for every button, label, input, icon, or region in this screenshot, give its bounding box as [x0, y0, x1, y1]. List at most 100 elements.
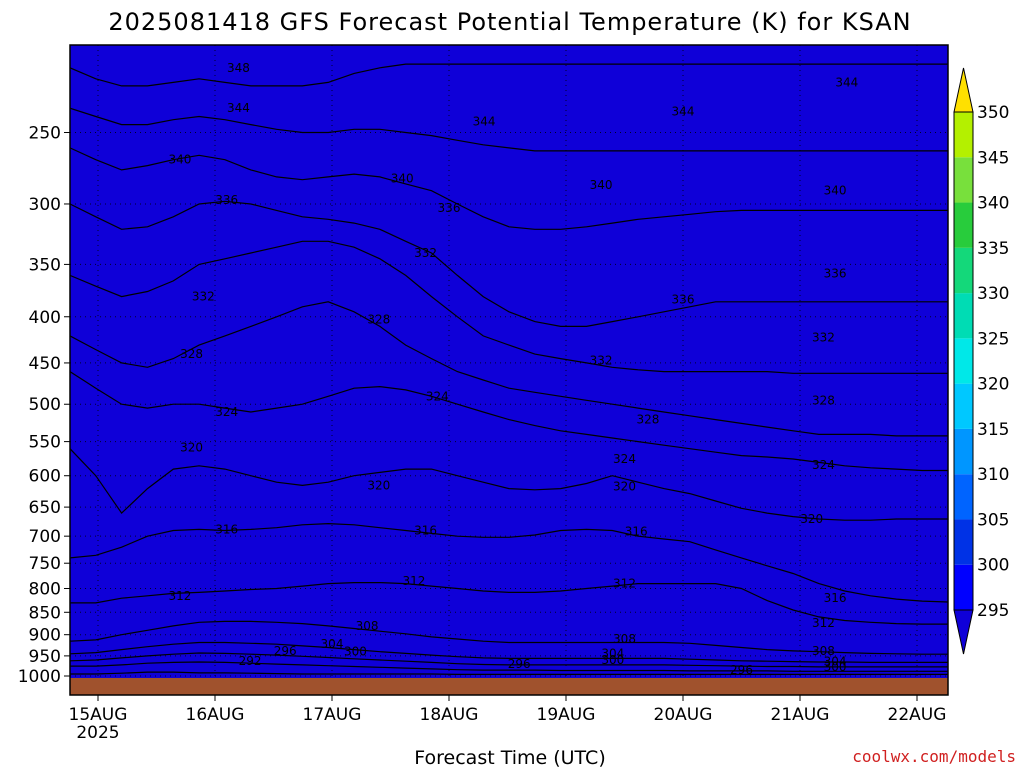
contour-label-312: 312 [812, 616, 835, 630]
contour-label-304: 304 [601, 646, 624, 660]
x-axis: 15AUG 16AUG 17AUG 18AUG 19AUG 20AUG 21AUG 22AUG [69, 695, 947, 725]
contour-label-304: 304 [824, 655, 847, 669]
contour-label-296: 296 [730, 663, 753, 677]
x-tick-label-15AUG: 15AUG [69, 705, 128, 725]
plot-frame [69, 44, 949, 696]
contour-label-336: 336 [438, 201, 461, 215]
plot-area: 348 344 344 344 344 340 340 340 340 336 336 336 336 3… [70, 45, 948, 695]
x-axis-label: Forecast Time (UTC) [414, 747, 605, 768]
credit-text: coolwx.com/models [852, 747, 1016, 766]
contour-312 [70, 582, 948, 625]
colorbar-bottom-arrow [953, 609, 974, 655]
colorbar-label-335: 335 [977, 239, 1009, 259]
colorbar-label-330: 330 [977, 284, 1009, 304]
contour-label-316: 316 [625, 525, 648, 539]
contour-label-312: 312 [613, 577, 636, 591]
x-tick-label-16AUG: 16AUG [186, 705, 245, 725]
x-tick-label-17AUG: 17AUG [303, 705, 362, 725]
band-above-292 [70, 45, 948, 675]
colorbar-label-350: 350 [977, 103, 1009, 123]
contour-label-300: 300 [344, 645, 367, 659]
grid-lines [70, 45, 948, 695]
contour-label-340: 340 [590, 178, 613, 192]
y-tick-label-350: 350 [29, 255, 61, 275]
contour-308 [70, 620, 948, 655]
x-tick-label-21AUG: 21AUG [771, 705, 830, 725]
contour-304 [70, 641, 948, 663]
contour-label-332: 332 [590, 353, 613, 367]
contour-332 [70, 240, 948, 374]
x-year-label: 2025 [76, 723, 119, 743]
x-tick-label-19AUG: 19AUG [537, 705, 596, 725]
colorbar-segment-300 [954, 519, 973, 565]
contour-label-308: 308 [812, 644, 835, 658]
contour-label-324: 324 [812, 458, 835, 472]
contour-label-316: 316 [824, 591, 847, 605]
contour-296 [70, 661, 948, 672]
y-tick-label-950: 950 [29, 647, 61, 667]
contour-label-340: 340 [168, 153, 191, 167]
contour-label-320: 320 [180, 440, 203, 454]
contour-348 [70, 63, 948, 87]
x-tick-label-20AUG: 20AUG [654, 705, 713, 725]
contour-324 [70, 371, 948, 472]
colorbar-label-310: 310 [977, 465, 1009, 485]
contour-label-336: 336 [824, 266, 847, 280]
y-tick-label-600: 600 [29, 467, 61, 487]
contour-label-308: 308 [613, 632, 636, 646]
y-tick-label-550: 550 [29, 433, 61, 453]
colorbar-label-315: 315 [977, 420, 1009, 440]
contour-label-348: 348 [227, 61, 250, 75]
contour-label-328: 328 [180, 347, 203, 361]
contour-340 [70, 147, 948, 230]
contour-344 [70, 107, 948, 152]
contour-300 [70, 652, 948, 668]
contour-lines [70, 63, 948, 675]
colorbar-label-320: 320 [977, 375, 1009, 395]
x-tick-label-22AUG: 22AUG [888, 705, 947, 725]
colorbar-segment-340 [954, 157, 973, 203]
contour-label-340: 340 [391, 171, 414, 185]
contour-label-344: 344 [473, 114, 496, 128]
y-tick-label-400: 400 [29, 308, 61, 328]
contour-label-324: 324 [426, 389, 449, 403]
contour-336 [70, 200, 948, 327]
y-tick-label-500: 500 [29, 395, 61, 415]
contour-label-344: 344 [227, 101, 250, 115]
contour-label-320: 320 [800, 512, 823, 526]
contour-label-304: 304 [321, 637, 344, 651]
colorbar-segment-295 [954, 564, 973, 610]
y-tick-label-1000: 1000 [18, 667, 61, 687]
contour-label-292: 292 [239, 654, 262, 668]
contour-292 [70, 671, 948, 675]
contour-label-300: 300 [601, 653, 624, 667]
contour-labels: 348 344 344 344 344 340 340 340 340 336 336 336 336 3… [168, 61, 858, 677]
contour-label-344: 344 [835, 75, 858, 89]
x-tick-label-18AUG: 18AUG [420, 705, 479, 725]
contour-label-336: 336 [215, 193, 238, 207]
contour-label-320: 320 [367, 478, 390, 492]
contour-label-308: 308 [356, 619, 379, 633]
colorbar-top-arrow [953, 67, 974, 113]
y-tick-label-700: 700 [29, 527, 61, 547]
color-bands [70, 45, 948, 695]
contour-label-328: 328 [812, 393, 835, 407]
contour-316 [70, 522, 948, 603]
y-tick-label-750: 750 [29, 554, 61, 574]
contour-label-332: 332 [192, 290, 215, 304]
colorbar-segment-310 [954, 428, 973, 475]
y-tick-label-450: 450 [29, 354, 61, 374]
colorbar-label-340: 340 [977, 194, 1009, 214]
contour-label-340: 340 [824, 184, 847, 198]
colorbar-frame [953, 111, 974, 611]
colorbar: 295 300 305 310 315 320 325 330 335 340 345 350 [953, 67, 1009, 655]
contour-label-328: 328 [636, 413, 659, 427]
colorbar-segment-325 [954, 293, 973, 339]
contour-label-328: 328 [367, 313, 390, 327]
y-tick-label-250: 250 [29, 123, 61, 143]
contour-label-332: 332 [414, 246, 437, 260]
contour-label-336: 336 [672, 293, 695, 307]
contour-label-324: 324 [613, 452, 636, 466]
contour-label-316: 316 [215, 522, 238, 536]
contour-label-324: 324 [215, 405, 238, 419]
